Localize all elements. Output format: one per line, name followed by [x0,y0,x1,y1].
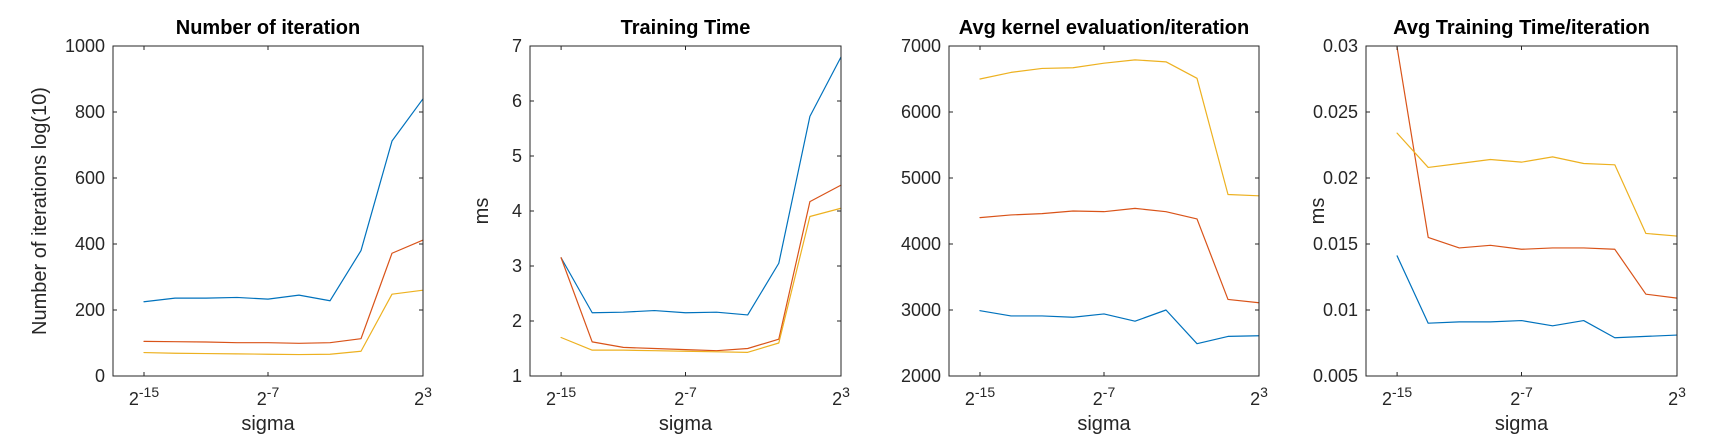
x-tick-label: 2-7 [1093,384,1116,409]
x-axis-label: sigma [659,413,713,435]
y-tick-label: 0.02 [1323,168,1358,188]
y-tick-label: 3 [512,256,522,276]
y-tick-label: 6000 [901,102,941,122]
y-axis-label: Number of iterations log(10) [29,87,51,335]
chart-title: Training Time [621,17,751,39]
y-tick-label: 0.005 [1313,366,1358,386]
y-tick-label: 5000 [901,168,941,188]
series-line-2 [979,207,1260,304]
y-tick-label: 1000 [65,36,105,56]
x-tick-label: 2-15 [546,384,576,409]
y-tick-label: 7 [512,36,522,56]
chart-4: 0.005 0.01 0.015 0.02 0.025 0.03 2-15 2-7 23 Avg … [1307,17,1686,435]
x-axis-label: sigma [241,413,295,435]
chart-title: Avg Training Time/iteration [1393,17,1650,39]
x-tick-label: 23 [1250,384,1268,409]
y-tick-label: 4000 [901,234,941,254]
plot-area-frame [1365,45,1678,377]
y-tick-label: 0 [95,366,105,386]
plot-area-frame [112,45,424,377]
x-axis-label: sigma [1077,413,1131,435]
x-tick-label: 2-7 [674,384,697,409]
x-tick-label: 2-15 [965,384,995,409]
y-tick-label: 2 [512,311,522,331]
chart-3: 2000 3000 4000 5000 6000 7000 2-15 2-7 23 Avg ker… [901,17,1268,435]
chart-title: Avg kernel evaluation/iteration [959,17,1249,39]
y-tick-label: 5 [512,146,522,166]
y-tick-label: 0.01 [1323,300,1358,320]
series-line-2 [560,184,842,352]
series-line-1 [1396,255,1678,339]
plot-area-frame [948,45,1260,377]
series-line-2 [143,239,424,344]
y-axis-label: ms [471,198,493,225]
x-tick-label: 2-15 [129,384,159,409]
y-tick-label: 0.03 [1323,36,1358,56]
y-axis-label: ms [1307,198,1329,225]
y-tick-label: 6 [512,91,522,111]
x-tick-label: 23 [832,384,850,409]
y-tick-label: 1 [512,366,522,386]
x-tick-label: 2-7 [1510,384,1533,409]
x-tick-label: 23 [414,384,432,409]
y-tick-label: 4 [512,201,522,221]
x-tick-label: 23 [1668,384,1686,409]
y-tick-label: 400 [75,234,105,254]
series-line-3 [143,289,424,356]
y-tick-label: 0.015 [1313,234,1358,254]
series-line-3 [979,59,1260,197]
series-line-1 [143,98,424,303]
series-line-3 [560,207,842,353]
x-axis-label: sigma [1495,413,1549,435]
series-line-2 [1396,46,1678,299]
y-tick-label: 800 [75,102,105,122]
plot-area-frame [529,45,842,377]
y-tick-label: 600 [75,168,105,188]
x-tick-label: 2-15 [1382,384,1412,409]
y-tick-label: 0.025 [1313,102,1358,122]
x-tick-label: 2-7 [257,384,280,409]
y-tick-label: 2000 [901,366,941,386]
series-line-3 [1396,132,1678,237]
series-line-1 [979,309,1260,345]
chart-title: Number of iteration [176,17,360,39]
chart-1: 0 200 400 600 800 1000 2-15 2-7 23 Number of iter… [29,17,432,435]
y-tick-label: 7000 [901,36,941,56]
y-tick-label: 200 [75,300,105,320]
y-tick-label: 3000 [901,300,941,320]
series-line-1 [560,56,842,316]
